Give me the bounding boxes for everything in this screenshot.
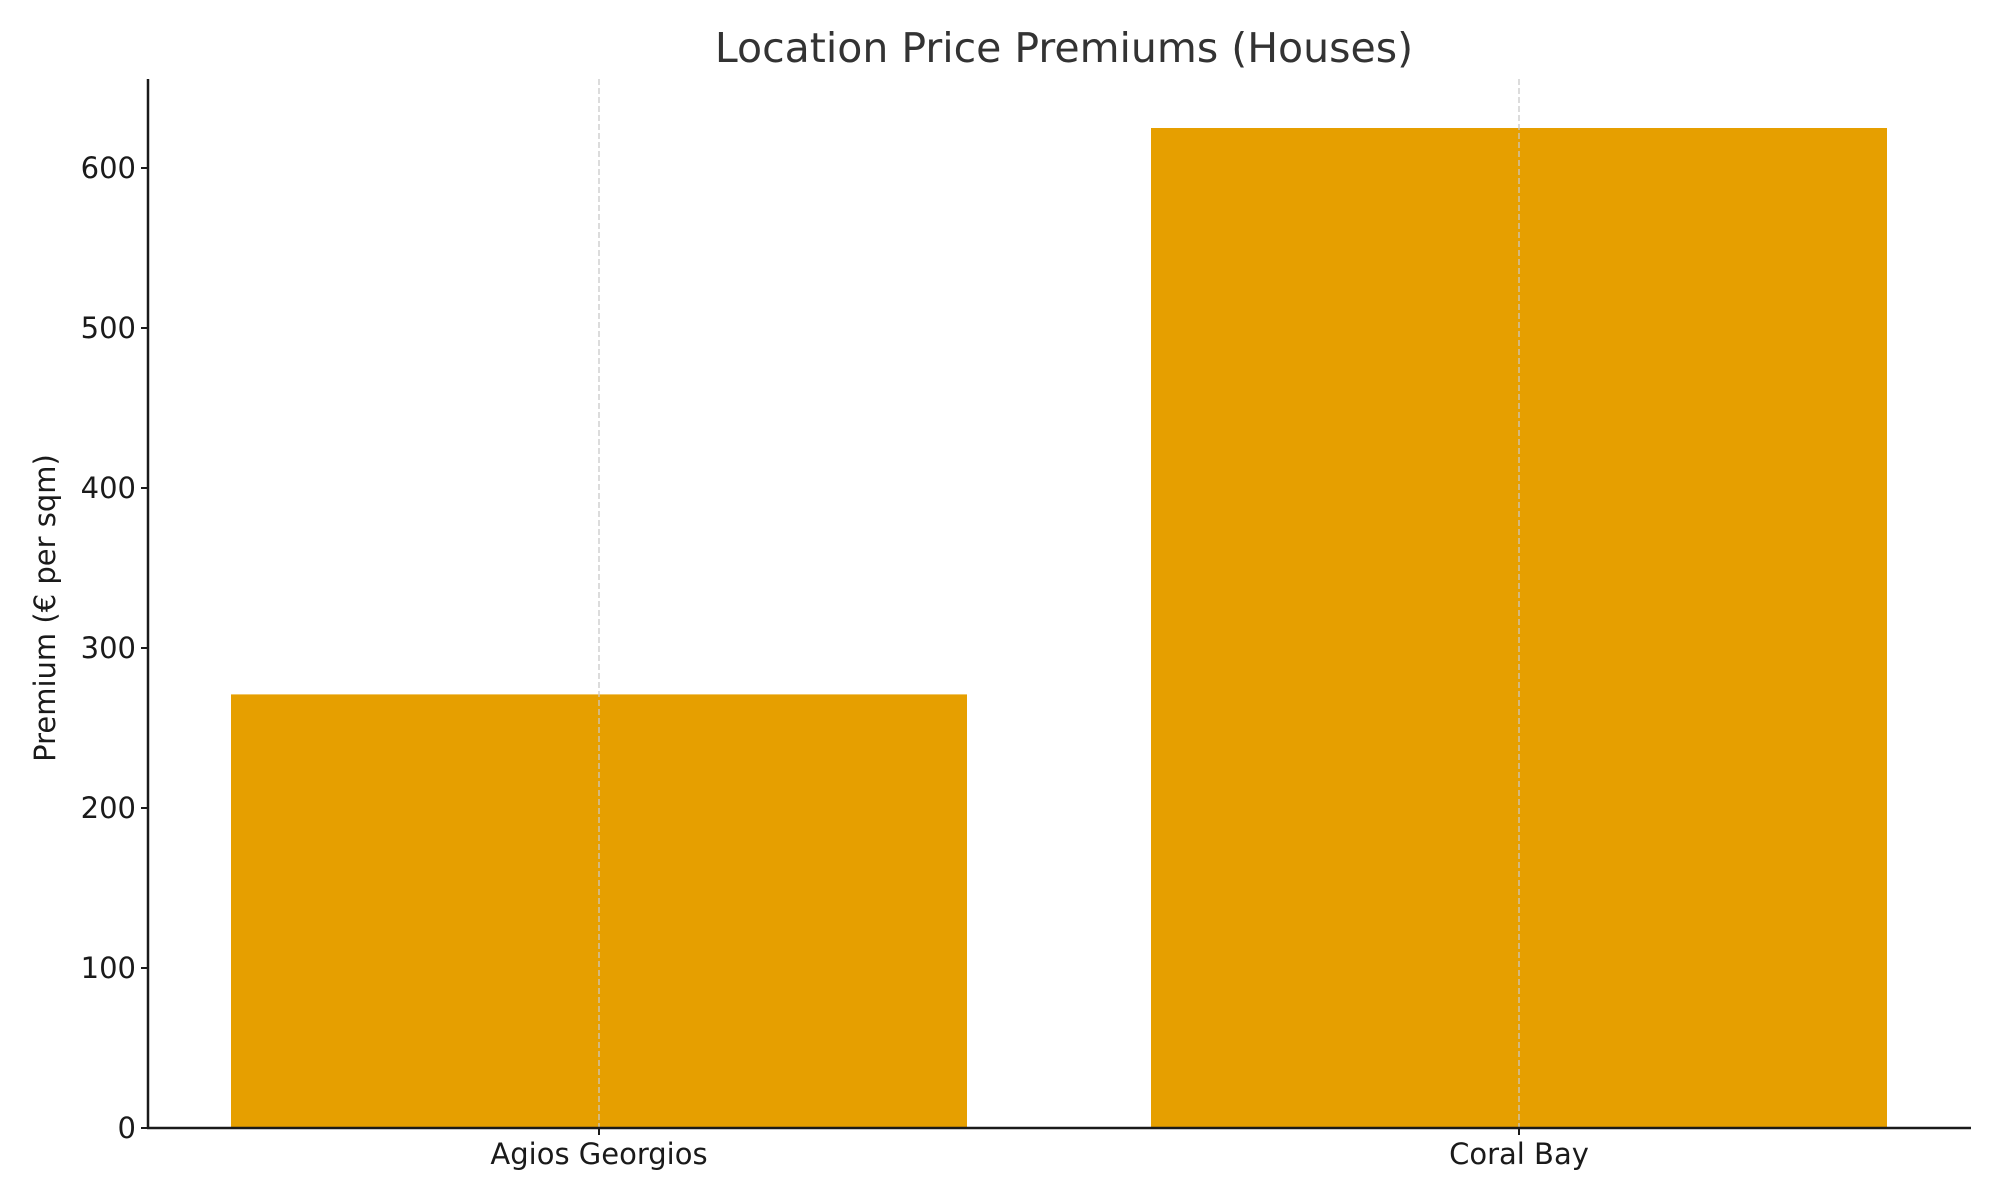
- y-tick-label: 300: [81, 631, 136, 665]
- y-tick-label: 600: [81, 151, 136, 185]
- x-gridlines: [598, 79, 1520, 1128]
- bars: [231, 128, 1887, 1128]
- y-axis-ticks: 0 100 200 300 400 500 600: [81, 151, 148, 1145]
- y-tick-label: 200: [81, 791, 136, 825]
- y-tick-label: 100: [81, 951, 136, 985]
- y-tick-label: 0: [118, 1111, 136, 1145]
- x-axis-ticks: Agios Georgios Coral Bay: [490, 1128, 1589, 1171]
- y-tick-label: 500: [81, 311, 136, 345]
- x-tick-label: Coral Bay: [1449, 1137, 1589, 1171]
- x-tick-label: Agios Georgios: [490, 1137, 707, 1171]
- y-tick-label: 400: [81, 471, 136, 505]
- y-axis-label: Premium (€ per sqm): [28, 454, 62, 762]
- chart-title: Location Price Premiums (Houses): [715, 24, 1413, 72]
